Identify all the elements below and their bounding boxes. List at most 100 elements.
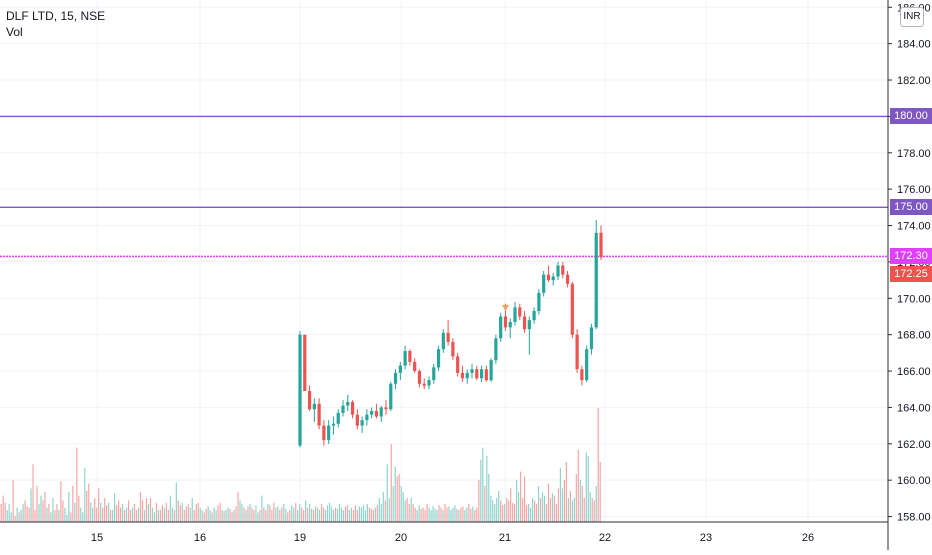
volume-bar (102, 507, 104, 522)
candle-body (317, 403, 321, 426)
volume-bar (494, 504, 496, 522)
volume-bar (283, 504, 285, 522)
volume-bar (193, 510, 195, 522)
volume-bar (12, 480, 14, 522)
volume-bar (245, 510, 247, 522)
volume-bar (110, 510, 112, 522)
volume-bar (565, 462, 567, 522)
volume-bar (78, 495, 80, 522)
volume-bar (512, 502, 514, 522)
volume-bar (177, 500, 179, 522)
candle-body (484, 369, 488, 381)
volume-bar (153, 512, 156, 522)
price-tick-label: 164.00 (897, 402, 931, 414)
volume-bar (36, 486, 38, 522)
candle-body (413, 361, 417, 372)
candle-body (532, 311, 536, 321)
volume-bar (281, 507, 283, 522)
volume-bar (235, 506, 237, 522)
symbol-title[interactable]: DLF LTD, 15, NSE (6, 9, 106, 23)
candle-body (503, 316, 508, 328)
volume-bar (398, 474, 400, 522)
volume-bar (16, 507, 18, 522)
volume-bar (241, 504, 243, 522)
volume-bar (309, 504, 311, 522)
volume-bar (313, 510, 315, 522)
volume-bar (322, 507, 325, 522)
volume-bar (108, 502, 110, 522)
candle-body (585, 349, 589, 381)
volume-bar (490, 495, 492, 522)
volume-bar (64, 507, 66, 522)
price-tag-180: 180.00 (890, 108, 932, 125)
candle-body (341, 405, 345, 413)
volume-bar (277, 506, 279, 522)
volume-bar (275, 507, 277, 522)
volume-bar (326, 505, 329, 522)
volume-bar (88, 483, 90, 522)
volume-bar (8, 504, 10, 522)
volume-bar (502, 505, 504, 522)
volume-bar (167, 510, 169, 522)
candle-body (432, 367, 436, 381)
volume-bar (350, 507, 353, 522)
candle-body (408, 351, 412, 362)
candle-body (518, 307, 522, 317)
volume-bar (545, 504, 548, 522)
volume-bar (374, 507, 376, 522)
volume-bar (414, 507, 416, 522)
volume-bar (579, 480, 581, 522)
volume-bar (62, 500, 64, 522)
volume-bar (510, 488, 512, 522)
volume-bar (543, 495, 546, 522)
volume-bar (120, 507, 122, 522)
price-tick-label: 158.00 (897, 512, 931, 524)
volume-indicator-label[interactable]: Vol (6, 25, 23, 39)
volume-bar (348, 510, 351, 522)
volume-bar (44, 492, 46, 522)
volume-bar (480, 459, 482, 522)
volume-bar (137, 507, 140, 522)
volume-bar (199, 507, 201, 522)
candle-body (565, 274, 570, 284)
volume-bar (593, 500, 595, 522)
candle-body (451, 341, 455, 357)
volume-bar (386, 464, 388, 522)
volume-bar (410, 498, 412, 522)
volume-bar (360, 507, 363, 522)
price-tag-175: 175.00 (890, 199, 932, 216)
volume-bar (121, 504, 124, 522)
volume-bar (205, 508, 207, 522)
volume-bar (60, 481, 62, 522)
volume-bar (114, 493, 116, 522)
volume-bar (68, 492, 70, 522)
volume-bar (514, 504, 516, 522)
volume-bar (100, 502, 102, 522)
volume-bar (324, 510, 327, 522)
volume-bar (92, 507, 94, 522)
volume-bar (169, 495, 171, 522)
volume-bar (553, 495, 556, 522)
volume-bar (392, 486, 394, 522)
volume-bar (133, 504, 136, 522)
volume-bar (342, 510, 345, 522)
candle-body (599, 232, 603, 258)
volume-bar (10, 512, 12, 522)
candle-body (384, 407, 388, 410)
volume-bar (179, 505, 181, 522)
volume-bar (332, 510, 335, 522)
volume-bar (129, 510, 132, 522)
volume-bar (221, 510, 223, 522)
volume-bar (187, 504, 189, 522)
volume-bar (125, 507, 128, 522)
volume-bar (454, 505, 456, 522)
volume-bar (400, 486, 402, 522)
volume-bar (269, 505, 271, 522)
volume-bar (237, 492, 239, 522)
currency-button[interactable]: INR (900, 7, 924, 27)
volume-bar (468, 504, 470, 522)
volume-bar (573, 498, 575, 522)
volume-bar (265, 510, 267, 522)
